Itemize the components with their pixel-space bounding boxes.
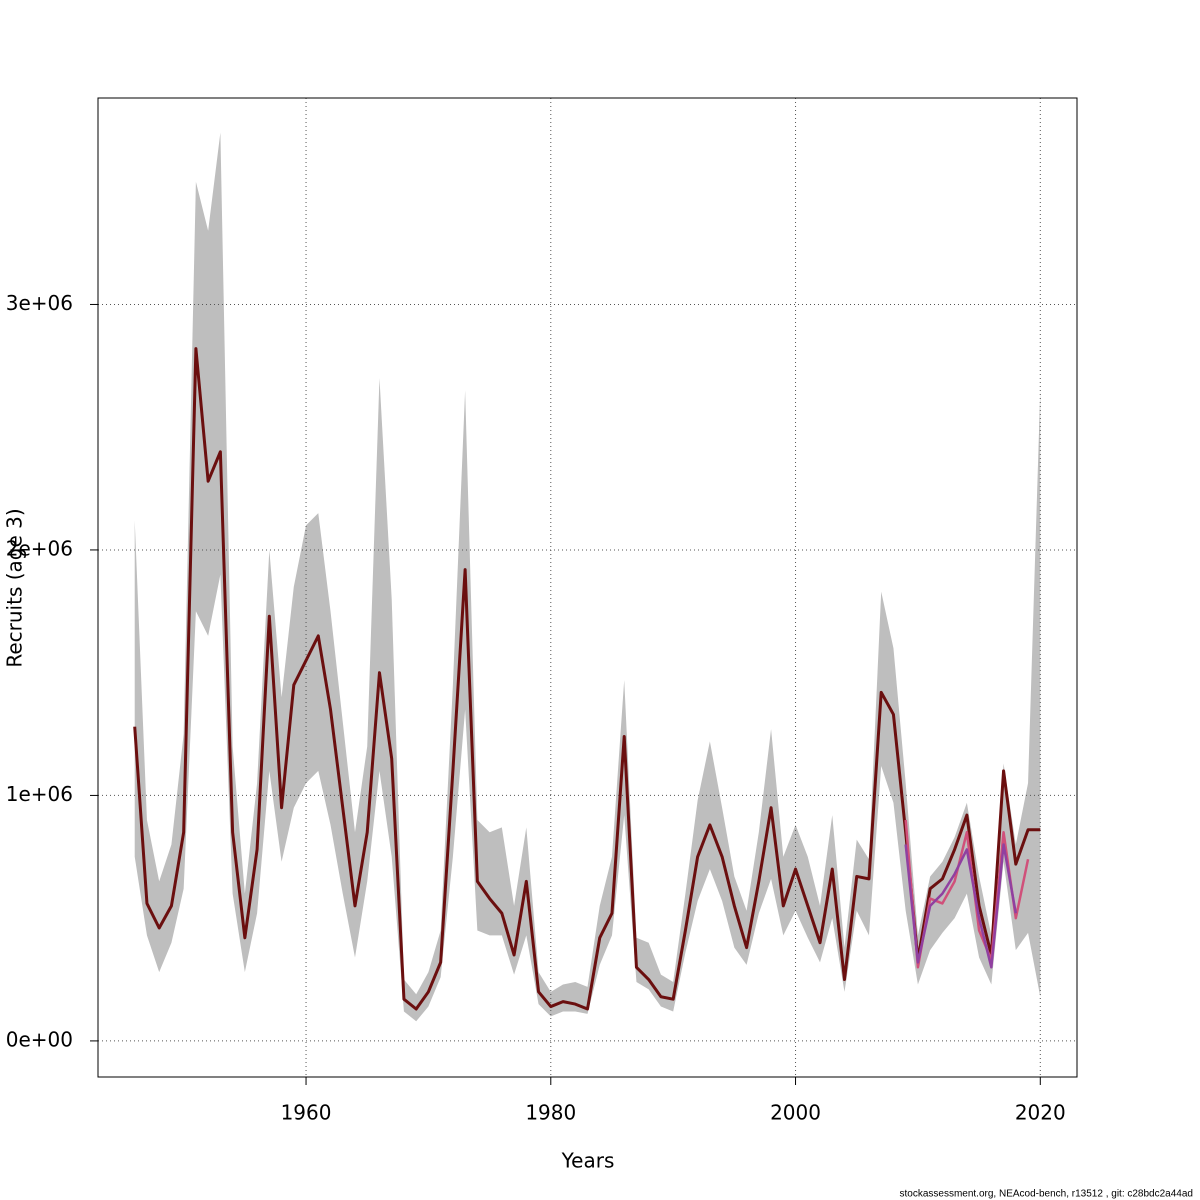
x-tick-label: 2000: [770, 1101, 821, 1125]
x-tick-label: 2020: [1015, 1101, 1066, 1125]
x-tick-label: 1960: [281, 1101, 332, 1125]
footer: stockassessment.org, NEAcod-bench, r1351…: [899, 1189, 1193, 1200]
series-line: [904, 843, 1018, 969]
y-tick-label: 2e+06: [6, 536, 73, 560]
y-axis-label: Recruits (age 3): [3, 508, 27, 667]
confidence-band: [134, 132, 1041, 1022]
y-tick-label: 0e+00: [6, 1027, 73, 1051]
series-line: [133, 347, 1041, 1011]
y-tick-label: 3e+06: [6, 291, 73, 315]
y-tick-label: 1e+06: [6, 782, 73, 806]
x-axis-label: Years: [561, 1149, 615, 1173]
plot-frame: [97, 97, 1078, 1078]
x-tick-label: 1980: [525, 1101, 576, 1125]
